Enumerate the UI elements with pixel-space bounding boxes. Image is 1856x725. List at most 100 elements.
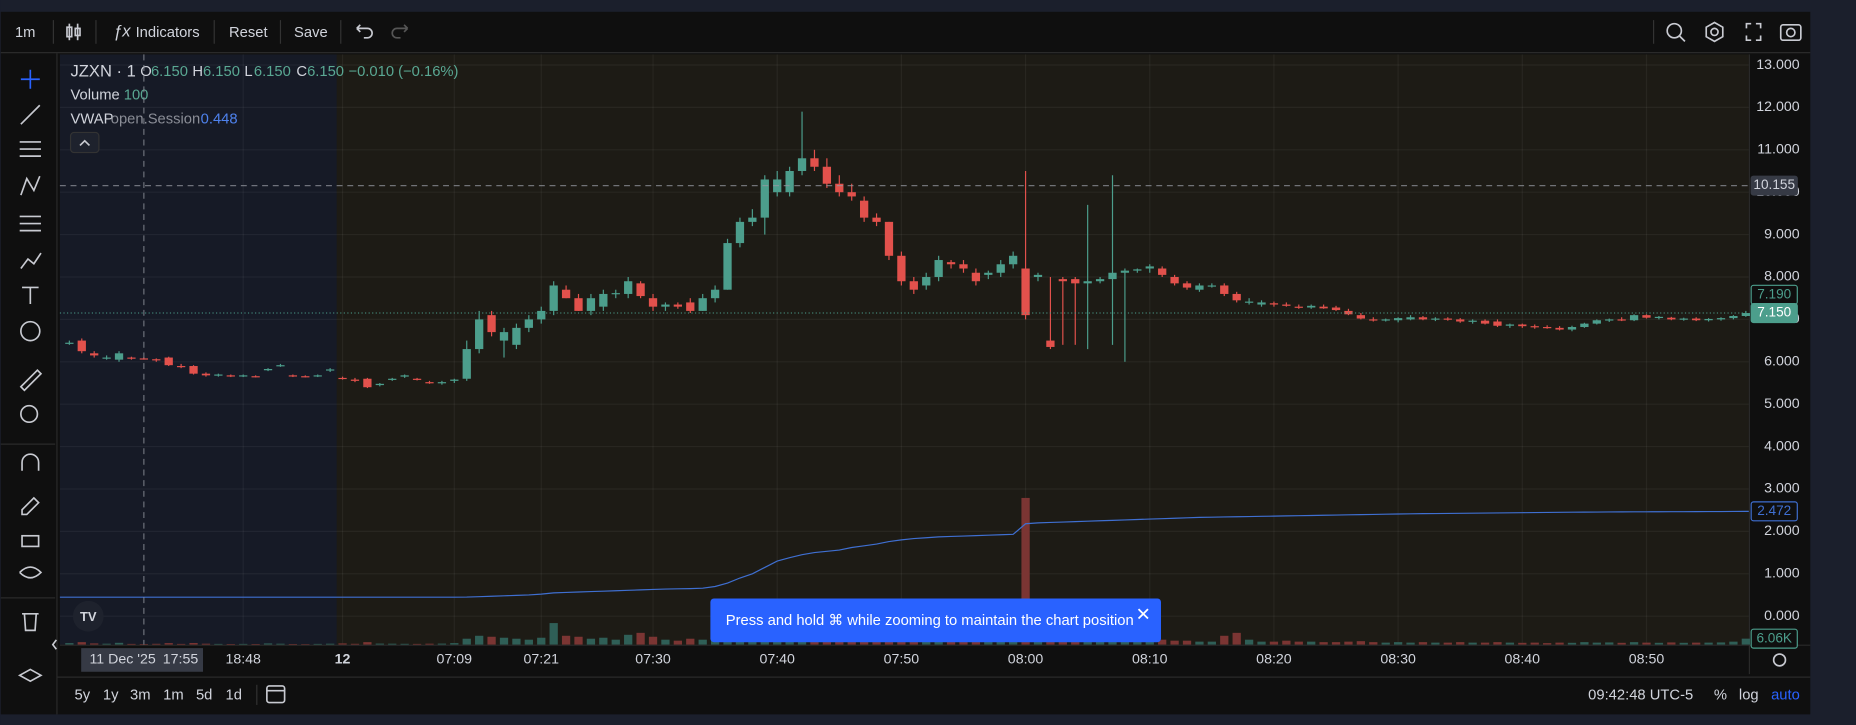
hide-tool[interactable] (19, 566, 43, 579)
measure-tool[interactable] (19, 369, 43, 392)
fib-tool[interactable] (19, 141, 41, 157)
candle-body (1493, 321, 1502, 326)
collapse-legend[interactable] (69, 131, 100, 154)
auto-toggle[interactable]: auto (1771, 687, 1800, 703)
symbol[interactable]: JZXN · 1 (71, 62, 136, 81)
volume-bar (214, 643, 223, 645)
lock-tool[interactable] (21, 534, 40, 548)
text-tool[interactable] (22, 286, 39, 304)
save-button[interactable]: Save (294, 25, 328, 41)
crosshair-tool[interactable] (20, 69, 40, 89)
toast (710, 598, 1161, 643)
candle-body (835, 183, 844, 193)
crosshair-price-box (1750, 175, 1798, 196)
vwap-value: 0.448 (201, 111, 238, 127)
zoom-tool[interactable] (20, 404, 39, 424)
y-tick-label: 4.000 (1764, 438, 1800, 454)
candle-body (710, 289, 720, 299)
screenshot-icon[interactable] (1779, 24, 1802, 42)
volume-bar (624, 634, 633, 645)
indicators-button[interactable]: Indicators (136, 25, 200, 41)
toast-close[interactable] (1137, 608, 1149, 620)
volume-bar (189, 643, 198, 645)
candle-body (524, 319, 533, 328)
candle-body (723, 243, 732, 290)
volume-bar (1344, 641, 1353, 645)
undo-icon[interactable] (356, 24, 373, 39)
logo-text: TV (80, 609, 97, 624)
stay-drawing-tool[interactable] (21, 496, 40, 516)
candle-body (1158, 268, 1167, 275)
candle-body (1406, 317, 1415, 320)
candle-body (1592, 320, 1601, 324)
range-button[interactable]: 1d (226, 687, 242, 703)
logo (72, 600, 104, 632)
collapse-sidebar[interactable] (51, 639, 58, 650)
volume-bar (1518, 642, 1527, 645)
magnet-tool[interactable] (21, 453, 40, 471)
range-button[interactable]: 5y (75, 687, 91, 703)
volume-bar (1729, 641, 1738, 645)
log-toggle[interactable]: log (1739, 687, 1759, 703)
interval[interactable]: 1m (15, 25, 36, 41)
candle-body (1381, 319, 1390, 321)
candle-body (1331, 307, 1341, 311)
goto-date-icon[interactable] (266, 685, 286, 704)
legend-change: −0.010 (−0.16%) (348, 64, 458, 80)
volume-bar (512, 638, 521, 645)
forecast-tool[interactable] (19, 215, 41, 232)
candle-body (1679, 318, 1688, 320)
volume-bar (1145, 640, 1154, 645)
range-button[interactable]: 3m (130, 687, 151, 703)
volume-bar (537, 637, 546, 645)
pattern-tool[interactable] (20, 175, 41, 196)
trend-line-tool[interactable] (20, 104, 41, 125)
fullscreen-icon[interactable] (1745, 22, 1762, 42)
range-button[interactable]: 5d (196, 687, 212, 703)
y-tick-label: 2.000 (1764, 523, 1800, 539)
clock: 09:42:48 UTC-5 (1588, 687, 1693, 703)
volume-bar (648, 636, 658, 645)
volume-bar (313, 643, 322, 645)
range-button[interactable]: 1y (103, 687, 119, 703)
object-tree[interactable] (17, 668, 43, 683)
vwap-name[interactable]: VWAP (71, 111, 114, 127)
volume-name[interactable]: Volume (71, 88, 120, 104)
reset-button[interactable]: Reset (229, 25, 268, 41)
x-tick-label: 08:40 (1505, 652, 1541, 668)
candle-body (1480, 320, 1490, 324)
trash-tool[interactable] (22, 612, 39, 632)
candle-body (1555, 327, 1564, 330)
settings-icon[interactable] (1705, 21, 1724, 43)
vwap-line (59, 510, 1749, 598)
volume-bar (1356, 641, 1366, 645)
volume-bar (1182, 640, 1192, 645)
range-button[interactable]: 1m (163, 687, 184, 703)
chart-type-icon[interactable] (66, 23, 81, 41)
x-tick-label: 08:50 (1629, 652, 1665, 668)
icon-tool[interactable] (20, 320, 41, 342)
candle-body (1170, 276, 1179, 284)
last-price-label-box (1750, 302, 1798, 324)
legend-value: 6.150 (254, 64, 291, 80)
candle-body (1083, 281, 1092, 284)
range-buttons: 5y 1y 3m 1m 5d 1d (75, 687, 242, 703)
volume-bar (1406, 642, 1415, 645)
candle-body (1356, 315, 1366, 319)
candle-body (301, 376, 310, 378)
fx-icon[interactable]: ƒx (113, 21, 131, 40)
legend-label: O (140, 64, 152, 80)
y-tick-label: 8.000 (1764, 269, 1800, 285)
candle-body (946, 262, 956, 265)
volume-bar (586, 638, 596, 645)
volume-bar (1095, 640, 1105, 645)
percent-toggle[interactable]: % (1714, 687, 1727, 703)
volume-bar (1294, 641, 1303, 645)
axis-settings-icon[interactable] (1772, 653, 1787, 667)
candle-body (400, 375, 409, 377)
candle-body (425, 382, 434, 384)
x-tick-label: 12 (335, 652, 351, 668)
volume-bar (1158, 639, 1167, 645)
brush-tool[interactable] (20, 252, 42, 269)
search-icon[interactable] (1666, 22, 1686, 42)
